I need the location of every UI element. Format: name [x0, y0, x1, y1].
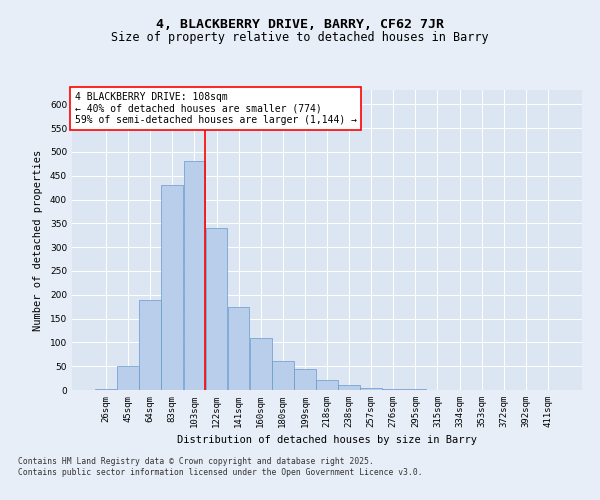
- Bar: [338, 385, 360, 390]
- Bar: [250, 338, 272, 390]
- Bar: [228, 306, 250, 390]
- Bar: [294, 368, 316, 390]
- Text: Size of property relative to detached houses in Barry: Size of property relative to detached ho…: [111, 31, 489, 44]
- Text: Contains HM Land Registry data © Crown copyright and database right 2025.
Contai: Contains HM Land Registry data © Crown c…: [18, 458, 422, 477]
- Bar: [404, 389, 426, 390]
- Bar: [382, 388, 404, 390]
- Bar: [117, 366, 139, 390]
- Bar: [95, 389, 117, 390]
- Text: 4, BLACKBERRY DRIVE, BARRY, CF62 7JR: 4, BLACKBERRY DRIVE, BARRY, CF62 7JR: [156, 18, 444, 30]
- Bar: [206, 228, 227, 390]
- Text: 4 BLACKBERRY DRIVE: 108sqm
← 40% of detached houses are smaller (774)
59% of sem: 4 BLACKBERRY DRIVE: 108sqm ← 40% of deta…: [74, 92, 356, 124]
- Bar: [316, 380, 338, 390]
- Bar: [184, 162, 205, 390]
- Bar: [361, 388, 382, 390]
- Bar: [161, 185, 183, 390]
- X-axis label: Distribution of detached houses by size in Barry: Distribution of detached houses by size …: [177, 436, 477, 446]
- Bar: [272, 362, 293, 390]
- Bar: [139, 300, 161, 390]
- Y-axis label: Number of detached properties: Number of detached properties: [33, 150, 43, 330]
